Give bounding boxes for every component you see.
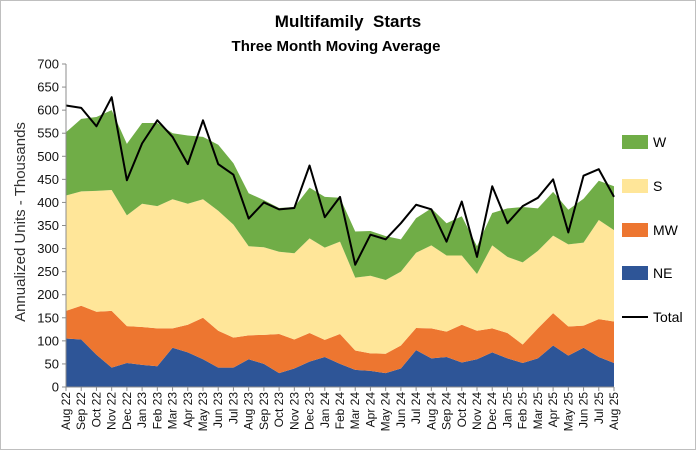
- legend-label-mw: MW: [653, 222, 679, 238]
- x-tick-label: Sep 22: [74, 392, 88, 430]
- x-tick-label: Aug 24: [424, 392, 438, 430]
- legend-label-ne: NE: [653, 265, 672, 281]
- y-tick-label: 500: [37, 149, 59, 164]
- legend-label-s: S: [653, 178, 662, 194]
- y-tick-label: 50: [45, 356, 59, 371]
- x-tick-label: Mar 25: [531, 392, 545, 430]
- x-tick-label: Jan 23: [135, 392, 149, 428]
- x-tick-label: Oct 23: [272, 392, 286, 428]
- legend-label-w: W: [653, 134, 667, 150]
- x-tick-label: Jul 25: [592, 392, 606, 424]
- y-tick-label: 400: [37, 195, 59, 210]
- area-ne: [66, 338, 614, 387]
- y-axis-label: Annualized Units - Thousands: [12, 122, 29, 322]
- x-tick-label: Oct 24: [455, 392, 469, 428]
- x-tick-label: May 24: [379, 392, 393, 432]
- x-tick-label: May 23: [196, 392, 210, 432]
- total-line: [65, 96, 615, 266]
- x-tick-label: Nov 23: [287, 392, 301, 430]
- x-tick-label: Aug 22: [59, 392, 73, 430]
- x-tick-label: Sep 23: [257, 392, 271, 430]
- axes-layer: 0 50 100 150 200 250 300 350 400 450 500 550 600 650 7…: [37, 57, 621, 432]
- y-tick-label: 200: [37, 287, 59, 302]
- legend-swatch-s: [622, 179, 648, 193]
- y-tick-label: 300: [37, 241, 59, 256]
- x-tick-label: Nov 22: [105, 392, 119, 430]
- x-tick-label: Jun 25: [577, 392, 591, 428]
- x-tick-label: Dec 23: [303, 392, 317, 430]
- y-tick-label: 350: [37, 218, 59, 233]
- area-mw: [66, 305, 614, 374]
- area-w: [66, 110, 614, 280]
- x-tick-label: Jan 25: [500, 392, 514, 428]
- x-tick-label: Jul 24: [409, 392, 423, 424]
- total-line-layer: [65, 96, 615, 266]
- x-tick-label: Feb 24: [333, 392, 347, 430]
- chart-title: Multifamily Starts: [275, 12, 421, 31]
- y-tick-label: 450: [37, 172, 59, 187]
- legend-label-total: Total: [653, 309, 683, 325]
- legend-swatch-ne: [622, 266, 648, 280]
- x-tick-label: Jul 23: [226, 392, 240, 424]
- x-tick-label: Apr 24: [363, 392, 377, 428]
- legend-swatch-w: [622, 135, 648, 149]
- x-tick-label: Dec 22: [120, 392, 134, 430]
- x-tick-label: May 25: [561, 392, 575, 432]
- x-tick-label: Jan 24: [318, 392, 332, 428]
- chart-subtitle: Three Month Moving Average: [232, 38, 441, 55]
- legend-swatch-mw: [622, 223, 648, 237]
- x-tick-label: Feb 23: [150, 392, 164, 430]
- y-tick-label: 100: [37, 333, 59, 348]
- legend: W S MW NE Total: [622, 134, 683, 325]
- area-layer: [66, 110, 614, 387]
- y-tick-label: 600: [37, 103, 59, 118]
- x-tick-label: Mar 24: [348, 392, 362, 430]
- x-tick-label: Aug 23: [242, 392, 256, 430]
- x-tick-label: Aug 25: [607, 392, 621, 430]
- x-tick-label: Mar 23: [166, 392, 180, 430]
- y-tick-label: 0: [52, 380, 59, 395]
- x-tick-label: Apr 23: [181, 392, 195, 428]
- x-tick-label: Apr 25: [546, 392, 560, 428]
- x-tick-label: Dec 24: [485, 392, 499, 430]
- x-tick-label: Nov 24: [470, 392, 484, 430]
- y-tick-label: 250: [37, 264, 59, 279]
- x-tick-label: Feb 25: [516, 392, 530, 430]
- x-tick-label: Jun 23: [211, 392, 225, 428]
- y-tick-label: 700: [37, 57, 59, 72]
- x-tick-label: Sep 24: [440, 392, 454, 430]
- area-s: [66, 189, 614, 354]
- y-tick-label: 650: [37, 80, 59, 95]
- y-tick-label: 150: [37, 310, 59, 325]
- y-tick-label: 550: [37, 126, 59, 141]
- x-tick-label: Jun 24: [394, 392, 408, 428]
- x-tick-label: Oct 22: [89, 392, 103, 428]
